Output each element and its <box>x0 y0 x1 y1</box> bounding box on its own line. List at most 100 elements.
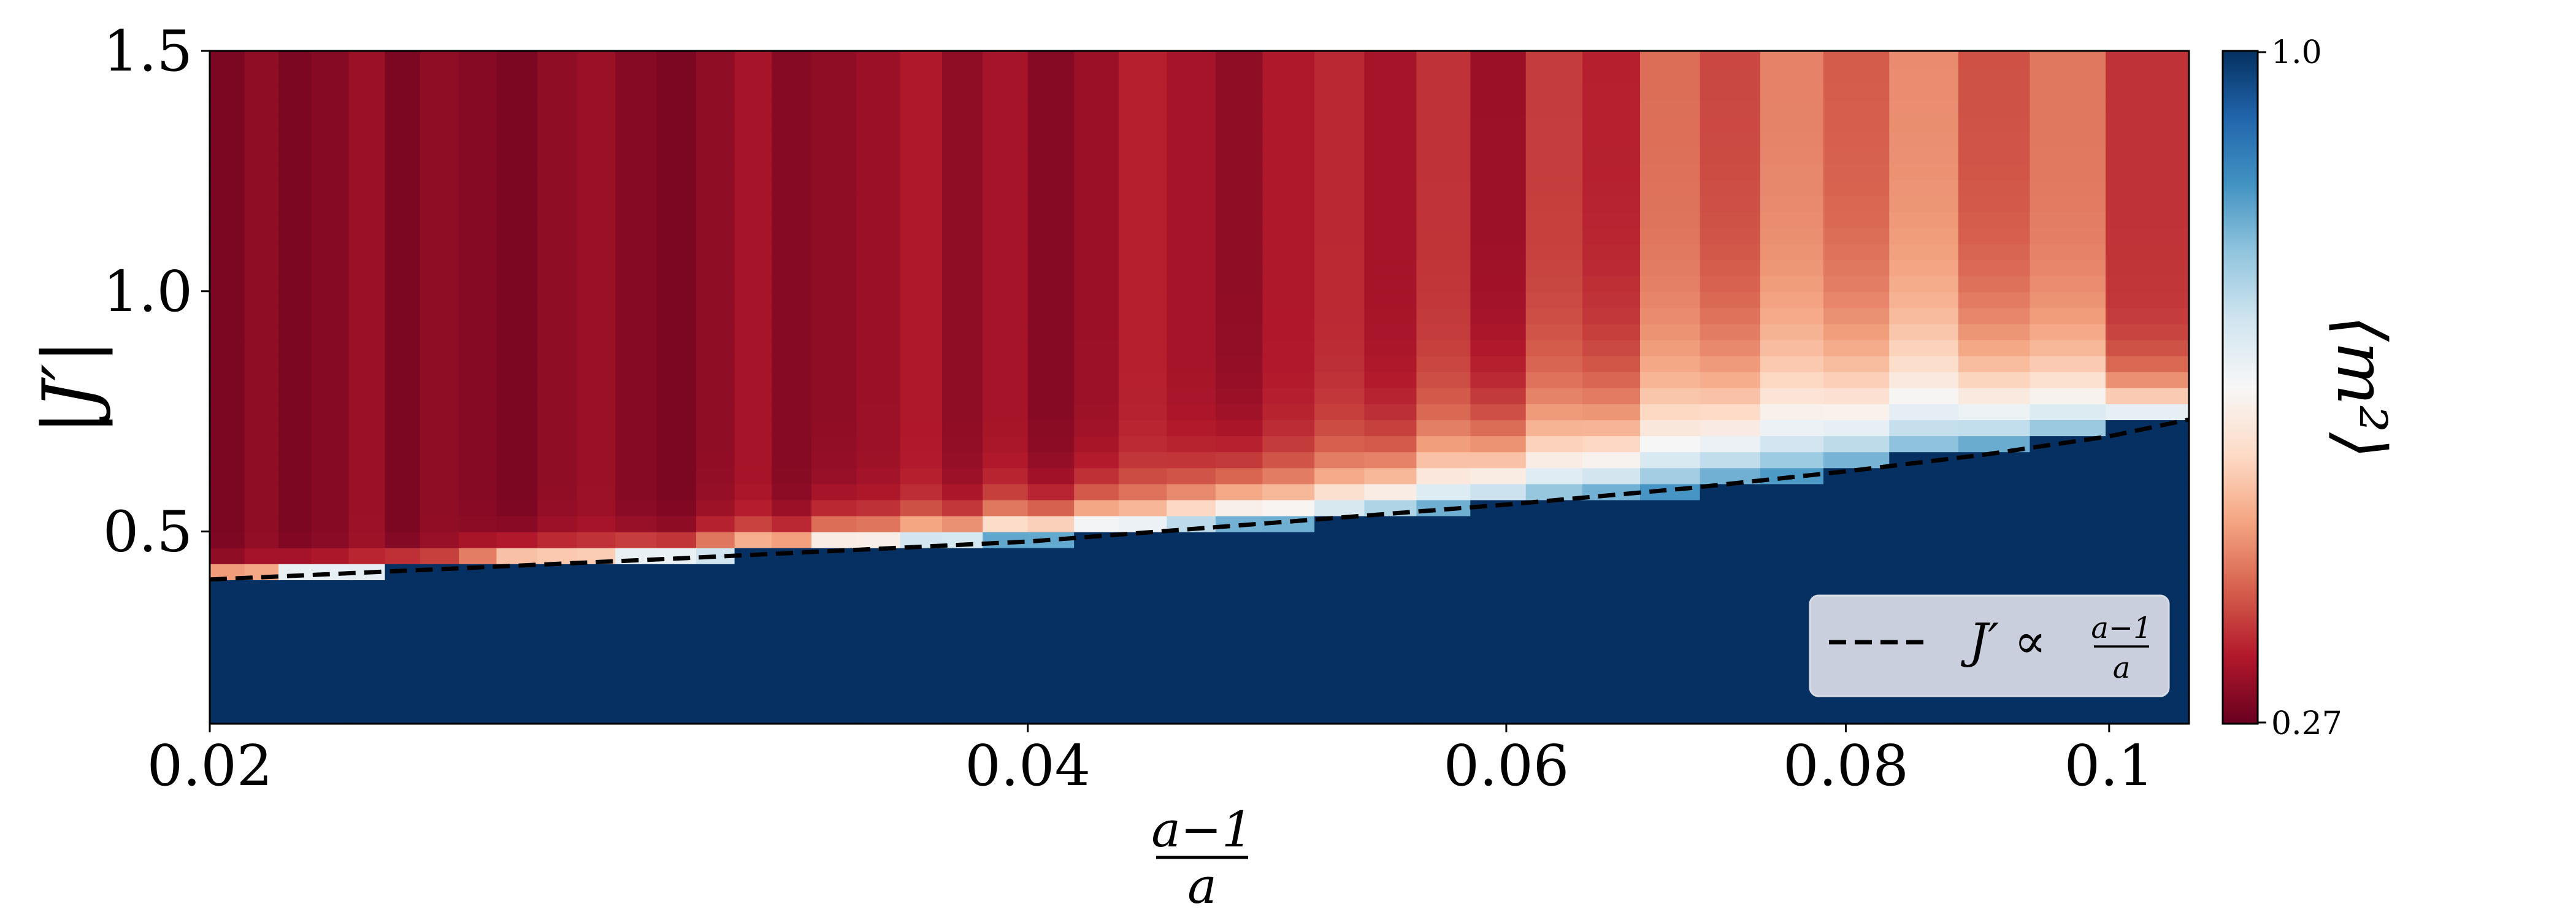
heatmap-cell <box>459 435 497 453</box>
heatmap-cell <box>1074 307 1119 324</box>
heatmap-cell <box>537 147 578 164</box>
heatmap-cell <box>2106 99 2189 117</box>
heatmap-cell <box>1167 611 1216 629</box>
heatmap-cell <box>1314 195 1365 212</box>
heatmap-cell <box>1700 467 1761 485</box>
heatmap-cell <box>615 467 657 485</box>
heatmap-cell <box>385 643 421 661</box>
heatmap-cell <box>311 243 350 261</box>
heatmap-cell <box>244 707 279 724</box>
heatmap-cell <box>1262 99 1315 117</box>
heatmap-cell <box>537 115 578 132</box>
heatmap-cell <box>1582 355 1641 372</box>
heatmap-cell <box>811 52 857 68</box>
heatmap-cell <box>856 531 901 548</box>
heatmap-cell <box>811 275 857 293</box>
legend-box <box>1809 594 2170 697</box>
heatmap-cell <box>1416 564 1471 580</box>
heatmap-cell <box>772 531 812 548</box>
heatmap-cell <box>577 147 616 164</box>
heatmap-cell <box>420 388 459 404</box>
heatmap-cell <box>278 131 312 148</box>
heatmap-cell <box>420 323 459 340</box>
heatmap-cell <box>420 564 459 580</box>
heatmap-cell <box>348 659 386 677</box>
heatmap-cell <box>1760 275 1824 293</box>
heatmap-cell <box>1074 195 1119 212</box>
heatmap-cell <box>696 675 735 692</box>
heatmap-cell <box>900 195 943 212</box>
heatmap-cell <box>348 131 386 148</box>
heatmap-cell <box>734 355 773 372</box>
heatmap-cell <box>1364 147 1417 164</box>
heatmap-cell <box>1167 643 1216 661</box>
heatmap-cell <box>577 707 616 724</box>
heatmap-cell <box>385 131 421 148</box>
heatmap-cell <box>615 52 657 68</box>
heatmap-cell <box>1364 675 1417 692</box>
heatmap-cell <box>537 195 578 212</box>
heatmap-cell <box>942 67 983 85</box>
heatmap-cell <box>696 355 735 372</box>
heatmap-cell <box>537 643 578 661</box>
heatmap-cell <box>983 467 1029 485</box>
heatmap-cell <box>1074 115 1119 132</box>
heatmap-cell <box>1639 643 1701 661</box>
heatmap-cell <box>1470 451 1527 469</box>
heatmap-cell <box>348 339 386 356</box>
heatmap-cell <box>772 707 812 724</box>
heatmap-cell <box>348 355 386 372</box>
heatmap-cell <box>244 547 279 564</box>
heatmap-cell <box>1215 115 1263 132</box>
heatmap-cell <box>385 243 421 261</box>
heatmap-cell <box>496 499 539 516</box>
heatmap-cell <box>983 627 1029 645</box>
heatmap-cell <box>942 675 983 692</box>
heatmap-cell <box>210 195 245 212</box>
heatmap-cell <box>1889 355 1959 372</box>
heatmap-cell <box>459 531 497 548</box>
heatmap-cell <box>900 371 943 388</box>
heatmap-cell <box>1215 243 1263 261</box>
heatmap-cell <box>244 643 279 661</box>
heatmap-cell <box>1958 195 2031 212</box>
heatmap-cell <box>311 228 350 245</box>
heatmap-cell <box>1823 451 1890 469</box>
heatmap-cell <box>420 52 459 68</box>
heatmap-cell <box>311 83 350 101</box>
heatmap-cell <box>942 99 983 117</box>
heatmap-cell <box>1470 179 1527 196</box>
heatmap-cell <box>459 611 497 629</box>
heatmap-cell <box>459 147 497 164</box>
heatmap-cell <box>1760 499 1824 516</box>
heatmap-cell <box>537 83 578 101</box>
heatmap-cell <box>1958 707 2031 724</box>
heatmap-cell <box>1823 339 1890 356</box>
heatmap-cell <box>537 420 578 437</box>
heatmap-cell <box>1700 147 1761 164</box>
heatmap-cell <box>1074 323 1119 340</box>
heatmap-cell <box>420 339 459 356</box>
heatmap-cell <box>1167 259 1216 277</box>
heatmap-cell <box>459 467 497 485</box>
heatmap-cell <box>577 483 616 500</box>
heatmap-cell <box>1525 52 1583 68</box>
heatmap-cell <box>1262 67 1315 85</box>
heatmap-cell <box>900 659 943 677</box>
heatmap-cell <box>496 627 539 645</box>
heatmap-cell <box>1118 627 1168 645</box>
heatmap-cell <box>734 323 773 340</box>
heatmap-cell <box>942 499 983 516</box>
heatmap-cell <box>1760 339 1824 356</box>
heatmap-cell <box>577 451 616 469</box>
heatmap-cell <box>496 483 539 500</box>
heatmap-cell <box>1314 580 1365 597</box>
heatmap-cell <box>1074 275 1119 293</box>
heatmap-cell <box>1167 467 1216 485</box>
heatmap-cell <box>420 147 459 164</box>
heatmap-cell <box>1364 83 1417 101</box>
heatmap-cell <box>1364 275 1417 293</box>
heatmap-cell <box>1118 404 1168 421</box>
heatmap-cell <box>811 243 857 261</box>
heatmap-cell <box>1639 371 1701 388</box>
